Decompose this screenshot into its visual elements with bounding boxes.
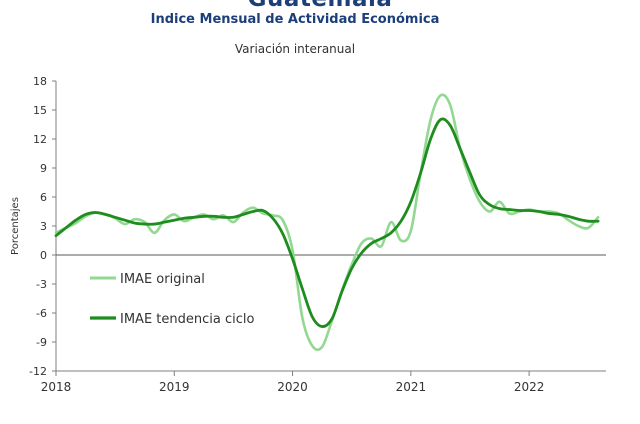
page-title: Guatemala xyxy=(0,0,640,12)
x-tick-label: 2018 xyxy=(41,380,72,394)
y-tick-label: 9 xyxy=(40,162,47,175)
axes: 18 15 12 9 6 3 0 -3 -6 -9 -12 2018 2019 2020 2021 2022 P… xyxy=(10,75,606,394)
x-tick-label: 2019 xyxy=(159,380,190,394)
series-lines xyxy=(54,93,600,352)
x-tick-label: 2022 xyxy=(514,380,545,394)
y-tick-label: 3 xyxy=(40,220,47,233)
y-tick-label: 12 xyxy=(33,133,47,146)
y-tick-label: -12 xyxy=(29,365,47,378)
y-axis-title: Porcentajes xyxy=(10,197,21,255)
y-tick-label: 15 xyxy=(33,104,47,117)
legend-label: IMAE tendencia ciclo xyxy=(120,312,254,327)
y-tick-label: 18 xyxy=(33,75,47,88)
y-tick-label: -6 xyxy=(36,307,47,320)
y-tick-label: -3 xyxy=(36,278,47,291)
y-tick-label: 0 xyxy=(40,249,47,262)
x-tick-label: 2020 xyxy=(277,380,308,394)
chart-subtitle: Variación interanual xyxy=(234,42,356,56)
series-line-imae-tendencia-ciclo xyxy=(54,117,600,328)
y-tick-label: 6 xyxy=(40,191,47,204)
legend: IMAE original IMAE tendencia ciclo xyxy=(90,272,254,327)
chart-title: Indice Mensual de Actividad Económica xyxy=(150,12,440,27)
legend-label: IMAE original xyxy=(120,272,205,287)
y-tick-label: -9 xyxy=(36,336,47,349)
x-tick-label: 2021 xyxy=(396,380,427,394)
